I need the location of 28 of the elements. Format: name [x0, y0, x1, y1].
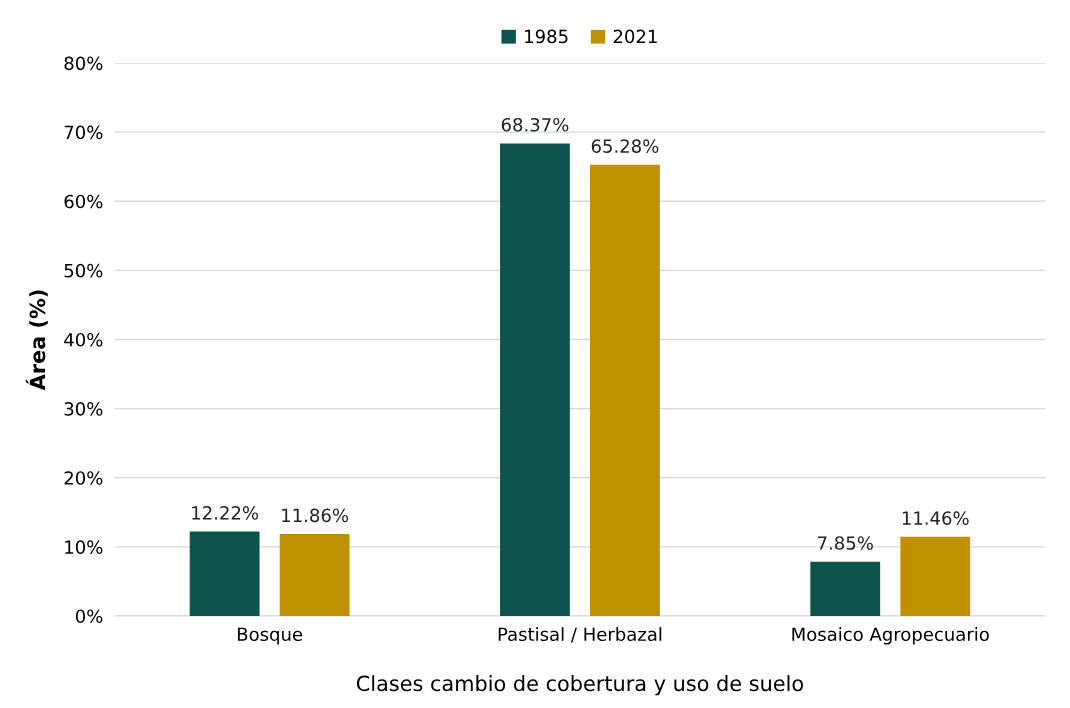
data-label: 68.37% [501, 117, 569, 132]
bar [189, 531, 260, 616]
x-tick-label: Pastisal / Herbazal [498, 627, 662, 643]
bar [590, 164, 660, 616]
bar [900, 536, 971, 616]
x-tick-label: Mosaico Agropecuario [792, 627, 989, 645]
y-tick-label: 20% [64, 471, 103, 485]
y-tick-label: 70% [64, 125, 103, 140]
data-label: 12.22% [192, 506, 259, 520]
y-axis-title: Área (%) [25, 290, 48, 391]
bar [500, 143, 570, 616]
bar [810, 561, 881, 616]
x-tick-label: Bosque [237, 627, 303, 645]
y-tick-label: 60% [64, 194, 103, 209]
data-label: 7.85% [818, 536, 873, 550]
y-tick-label: 30% [64, 402, 103, 416]
y-tick-label: 50% [64, 263, 103, 278]
y-tick-label: 40% [64, 332, 103, 347]
data-label: 65.28% [591, 139, 659, 153]
y-tick-label: 0% [75, 609, 103, 624]
data-label: 11.86% [282, 508, 349, 523]
legend-label: 2021 [613, 29, 657, 44]
bar [279, 533, 350, 616]
x-axis-title: Clases cambio de cobertura y uso de suelo [356, 675, 803, 696]
y-tick-label: 80% [64, 56, 103, 71]
legend-label: 1985 [525, 29, 568, 44]
y-tick-label: 10% [65, 540, 103, 554]
data-label: 11.46% [902, 511, 969, 525]
